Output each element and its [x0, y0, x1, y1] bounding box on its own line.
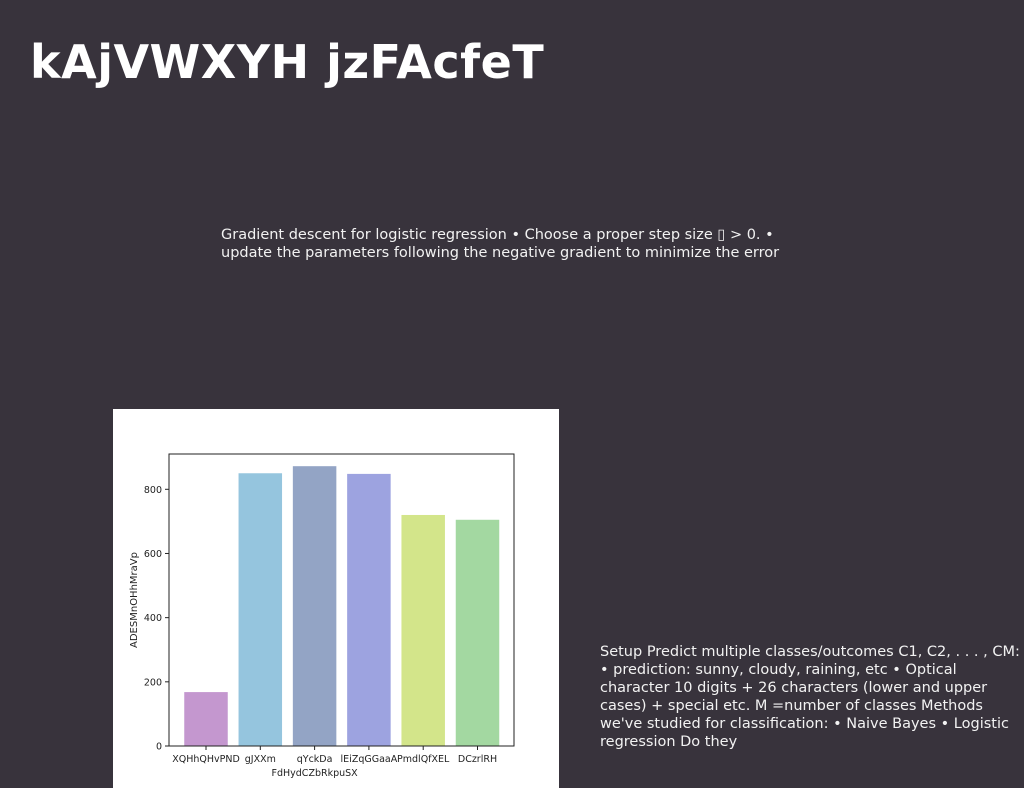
- bar-3: [292, 466, 337, 746]
- y-tick-label-600: 600: [144, 549, 162, 560]
- bar-5: [401, 514, 445, 746]
- x-axis: XQHhQHvPND gJXXm qYckDa FdHydCZbRkpuSX lEiZq…: [172, 746, 497, 779]
- bar-chart-figure: 0 200 400 600 800 XQHhQHvPND gJXXm qYckDa FdHyd…: [113, 409, 559, 788]
- gradient-descent-paragraph: Gradient descent for logistic regression…: [221, 227, 780, 261]
- x-tick-label-2: gJXXm: [245, 754, 276, 765]
- bar-4: [347, 473, 391, 746]
- y-tick-label-0: 0: [156, 742, 162, 753]
- multiclass-setup-paragraph: Setup Predict multiple classes/outcomes …: [600, 644, 1020, 750]
- plot-frame: [168, 453, 515, 747]
- bar-1: [184, 692, 228, 746]
- bar-6: [455, 519, 500, 746]
- x-tick-label-6: DCzrlRH: [458, 754, 497, 765]
- x-tick-label-1: XQHhQHvPND: [172, 754, 240, 765]
- slide-title: kAjVWXYH jzFAcfeT: [30, 35, 545, 89]
- bar-2: [238, 473, 283, 746]
- y-axis-label: ADESMnOHhMraVp: [129, 552, 140, 648]
- y-tick-label-200: 200: [144, 677, 162, 688]
- x-tick-label-3-line2: FdHydCZbRkpuSX: [272, 768, 359, 779]
- y-tick-label-800: 800: [144, 485, 162, 496]
- x-tick-label-4: lEiZqGGaaA: [341, 754, 398, 765]
- x-tick-label-5: PmdlQfXEL: [397, 754, 450, 765]
- bar-chart: 0 200 400 600 800 XQHhQHvPND gJXXm qYckDa FdHyd…: [129, 453, 515, 779]
- chart-bars: [184, 466, 500, 746]
- x-tick-label-3: qYckDa: [297, 754, 333, 765]
- y-axis: 0 200 400 600 800: [144, 485, 169, 753]
- y-tick-label-400: 400: [144, 613, 162, 624]
